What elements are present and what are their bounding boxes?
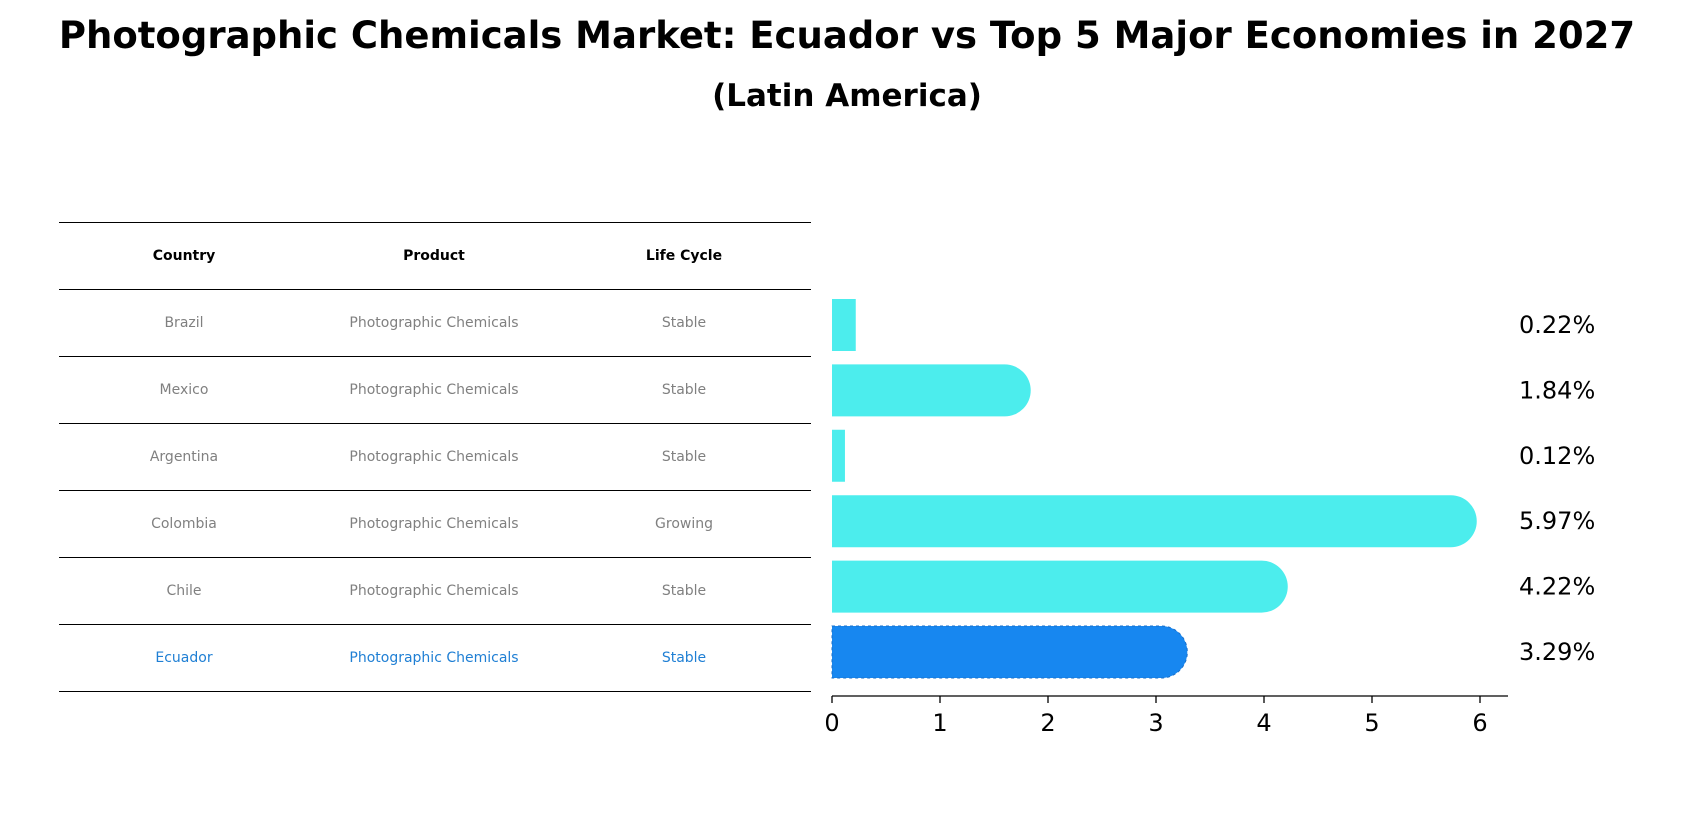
table-row: Brazil Photographic Chemicals Stable [59,289,811,356]
value-label-brazil: 0.22% [1519,311,1595,339]
life-cycle-cell: Stable [661,650,707,666]
value-label-mexico: 1.84% [1519,376,1595,404]
bar-mexico [832,364,1031,417]
life-cycle-cell: Stable [661,315,707,331]
bar-colombia [832,495,1477,548]
chart-subtitle: (Latin America) [712,78,982,114]
table-header-row: Country Product Life Cycle [59,222,811,289]
value-label-colombia: 5.97% [1519,507,1595,535]
table-row: Argentina Photographic Chemicals Stable [59,423,811,490]
life-cycle-cell: Stable [661,382,707,398]
country-cell: Argentina [149,449,219,465]
bar-chile [832,560,1288,613]
product-cell: Photographic Chemicals [349,382,519,398]
table-row: Mexico Photographic Chemicals Stable [59,356,811,423]
x-tick-label: 6 [1472,709,1487,737]
life-cycle-cell: Stable [661,449,707,465]
product-cell: Photographic Chemicals [349,650,519,666]
product-cell: Photographic Chemicals [349,315,519,331]
x-tick-label: 4 [1256,709,1271,737]
value-label-ecuador: 3.29% [1519,638,1595,666]
value-label-argentina: 0.12% [1519,442,1595,470]
x-tick-label: 2 [1040,709,1055,737]
table-row-highlighted: Ecuador Photographic Chemicals Stable [59,624,811,692]
bar-argentina [832,429,845,482]
table-row: Chile Photographic Chemicals Stable [59,557,811,624]
header-life-cycle: Life Cycle [645,248,723,264]
country-cell: Mexico [159,382,209,398]
value-label-chile: 4.22% [1519,573,1595,601]
product-cell: Photographic Chemicals [349,583,519,599]
x-tick-label: 3 [1148,709,1163,737]
bar-ecuador [831,625,1188,679]
x-tick-label: 0 [824,709,839,737]
header-country: Country [152,248,216,264]
data-table: Country Product Life Cycle Brazil Photog… [59,222,811,692]
life-cycle-cell: Stable [661,583,707,599]
country-cell: Chile [166,583,202,599]
x-tick-label: 5 [1364,709,1379,737]
header-product: Product [403,248,465,264]
product-cell: Photographic Chemicals [349,516,519,532]
country-cell: Colombia [151,516,217,532]
product-cell: Photographic Chemicals [349,449,519,465]
bar-brazil [832,299,856,351]
country-cell: Brazil [164,315,204,331]
table-row: Colombia Photographic Chemicals Growing [59,490,811,557]
x-tick-label: 1 [932,709,947,737]
country-cell: Ecuador [155,650,213,666]
chart-title: Photographic Chemicals Market: Ecuador v… [58,14,1636,57]
life-cycle-cell: Growing [655,516,713,532]
